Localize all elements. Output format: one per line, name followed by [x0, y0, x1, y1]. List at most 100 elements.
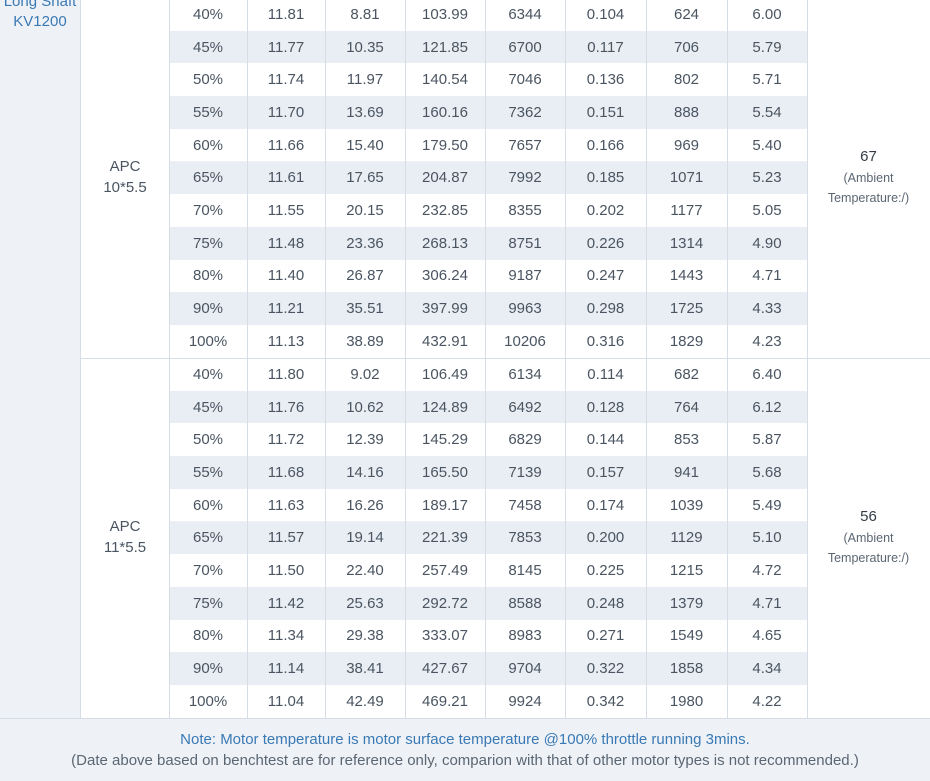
table-row: [169, 325, 807, 358]
table-cell: 333.07: [422, 627, 468, 645]
row-divider: [80, 358, 930, 359]
table-cell: 10.62: [346, 398, 384, 416]
table-cell: 42.49: [346, 692, 384, 710]
table-cell: 4.71: [752, 267, 782, 285]
table-cell: 8.81: [350, 5, 380, 23]
table-cell: 0.185: [586, 169, 625, 187]
table-cell: 4.33: [752, 300, 782, 318]
table-cell: 60%: [192, 496, 224, 514]
table-cell: 29.38: [346, 627, 384, 645]
table-cell: 5.10: [752, 529, 782, 547]
motor-model-label: Long Shaft KV1200: [0, 0, 80, 32]
table-cell: 6344: [508, 5, 542, 23]
table-row: [169, 488, 807, 522]
table-cell: 60%: [192, 136, 224, 154]
table-cell: 165.50: [422, 463, 468, 481]
table-cell: 55%: [192, 103, 224, 121]
table-cell: 80%: [192, 627, 224, 645]
table-cell: 397.99: [422, 300, 468, 318]
table-cell: 100%: [188, 692, 228, 710]
table-cell: 80%: [192, 267, 224, 285]
table-cell: 306.24: [422, 267, 468, 285]
table-cell: 11.57: [267, 529, 305, 547]
temperature-label: 67 (Ambient Temperature:/): [807, 146, 930, 208]
table-row: [169, 652, 807, 685]
table-cell: 6700: [508, 38, 542, 56]
table-cell: 7992: [508, 169, 542, 187]
table-cell: 0.174: [586, 496, 625, 514]
table-cell: 10.35: [346, 38, 384, 56]
table-cell: 682: [673, 365, 700, 383]
table-cell: 11.21: [267, 300, 305, 318]
table-cell: 11.63: [267, 496, 305, 514]
table-cell: 257.49: [422, 562, 468, 580]
table-row: [169, 0, 807, 31]
table-cell: 292.72: [422, 594, 468, 612]
table-cell: 22.40: [346, 562, 384, 580]
table-cell: 6492: [508, 398, 542, 416]
table-cell: 7853: [508, 529, 542, 547]
temperature-note: Temperature:/): [827, 550, 910, 565]
table-cell: 5.23: [752, 169, 782, 187]
table-cell: 9704: [508, 660, 542, 678]
table-cell: 11.81: [267, 5, 305, 23]
prop-label: APC 10*5.5: [81, 156, 169, 198]
table-cell: 11.34: [267, 627, 305, 645]
table-cell: 1443: [669, 267, 704, 285]
prop-size: 11*5.5: [103, 538, 147, 556]
temperature-cell: [807, 0, 930, 358]
table-cell: 0.117: [587, 38, 624, 56]
table-cell: 11.50: [267, 562, 305, 580]
table-cell: 45%: [192, 38, 224, 56]
table-cell: 0.322: [586, 660, 625, 678]
table-cell: 0.248: [586, 594, 625, 612]
table-cell: 17.65: [346, 169, 384, 187]
table-cell: 0.202: [586, 202, 625, 220]
table-cell: 1177: [670, 202, 703, 220]
table-cell: 941: [673, 463, 700, 481]
table-cell: 8145: [508, 562, 542, 580]
table-cell: 0.128: [586, 398, 625, 416]
table-cell: 764: [673, 398, 700, 416]
table-row: [169, 128, 807, 162]
table-cell: 10206: [504, 332, 546, 350]
table-cell: 11.13: [267, 332, 305, 350]
table-row: [169, 554, 807, 587]
table-row: [169, 292, 807, 325]
table-cell: 65%: [192, 529, 224, 547]
table-cell: 15.40: [346, 136, 384, 154]
table-cell: 5.79: [752, 38, 782, 56]
table-cell: 100%: [188, 332, 228, 350]
footer-disclaimer: (Date above based on benchtest are for r…: [71, 752, 859, 769]
table-cell: 70%: [192, 562, 224, 580]
prop-cell: [81, 0, 169, 358]
table-cell: 5.49: [752, 496, 782, 514]
temperature-label: 56 (Ambient Temperature:/): [807, 506, 930, 568]
table-cell: 40%: [192, 365, 224, 383]
table-cell: 55%: [192, 463, 224, 481]
table-cell: 40%: [192, 5, 224, 23]
table-cell: 11.77: [267, 38, 305, 56]
table-cell: 50%: [192, 71, 224, 89]
table-cell: 4.71: [752, 594, 782, 612]
table-cell: 1725: [669, 300, 704, 318]
table-cell: 45%: [192, 398, 224, 416]
table-cell: 11.55: [267, 202, 305, 220]
table-cell: 11.68: [267, 463, 305, 481]
table-cell: 14.16: [346, 463, 384, 481]
table-cell: 70%: [192, 202, 224, 220]
table-row: [169, 685, 807, 718]
table-cell: 1215: [669, 562, 704, 580]
table-row: [169, 63, 807, 97]
temperature-note: (Ambient: [843, 170, 894, 185]
table-cell: 1039: [669, 496, 704, 514]
table-cell: 90%: [192, 300, 224, 318]
table-cell: 11.61: [267, 169, 305, 187]
table-cell: 0.225: [586, 562, 625, 580]
temperature-value: 67: [860, 147, 877, 165]
table-cell: 35.51: [346, 300, 384, 318]
table-cell: 11.76: [267, 398, 305, 416]
table-cell: 0.136: [586, 71, 625, 89]
table-cell: 1129: [670, 529, 703, 547]
table-cell: 7458: [508, 496, 542, 514]
